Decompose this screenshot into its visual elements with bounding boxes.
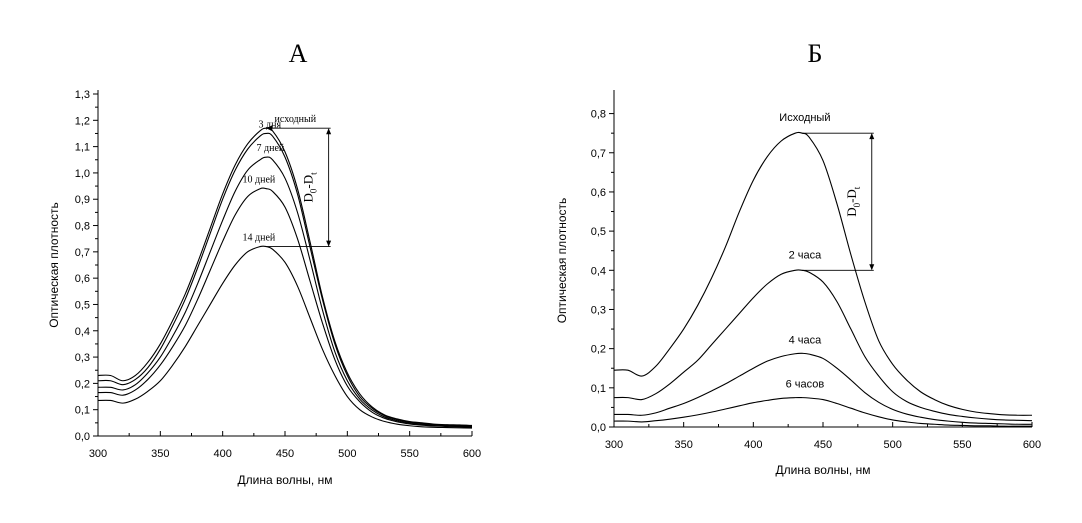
series-label: 4 часа <box>789 334 823 346</box>
y-tick-label: 0,2 <box>591 344 606 356</box>
series-line <box>613 269 1033 422</box>
series-label: исходный <box>275 114 317 125</box>
x-tick-label: 400 <box>213 448 231 460</box>
y-tick-label: 0,4 <box>591 265 606 277</box>
annotation-arrowhead-down <box>869 264 875 271</box>
y-tick-label: 0,2 <box>75 378 90 390</box>
y-tick-label: 1,0 <box>75 168 90 180</box>
series-label: 2 часа <box>789 249 823 261</box>
x-tick-label: 350 <box>674 439 692 451</box>
y-axis-label: Оптическая плотность <box>555 198 569 324</box>
annotation-label: D0-Dt <box>844 186 862 217</box>
annotation-arrowhead-up <box>869 133 875 140</box>
panel-label: А <box>289 39 308 68</box>
series-line <box>97 156 473 427</box>
chart-panel-1: А 300 350 400 450 500 550 600 0,0 0,1 0,2 0,3 0,4 0,5… <box>47 39 481 487</box>
series-label: Исходный <box>779 112 830 124</box>
y-tick-label: 0,8 <box>591 109 606 121</box>
series-label: 6 часов <box>786 379 825 391</box>
y-tick-label: 0,9 <box>75 194 90 206</box>
y-tick-label: 1,1 <box>75 142 90 154</box>
annotation-part: 0 <box>309 188 319 193</box>
x-tick-label: 500 <box>338 448 356 460</box>
x-axis-label: Длина волны, нм <box>238 473 333 487</box>
y-tick-label: 0,1 <box>591 383 606 395</box>
x-axis-label: Длина волны, нм <box>776 463 871 477</box>
y-tick-label: 0,0 <box>591 422 606 434</box>
series-line <box>613 396 1032 427</box>
y-tick-label: 0,7 <box>75 247 90 259</box>
series-line <box>613 131 1033 416</box>
y-tick-label: 0,8 <box>75 221 90 233</box>
series-line <box>97 187 473 428</box>
x-tick-label: 450 <box>276 448 294 460</box>
annotation-arrowhead-down <box>326 240 332 247</box>
series-line <box>97 127 473 427</box>
annotation-arrowhead-left <box>266 125 273 132</box>
y-tick-label: 0,6 <box>75 273 90 285</box>
x-tick-label: 550 <box>953 439 971 451</box>
y-tick-label: 0,7 <box>591 148 606 160</box>
series-label: 3 дня <box>259 119 282 130</box>
y-tick-label: 1,2 <box>75 115 90 127</box>
y-tick-label: 0,5 <box>75 299 90 311</box>
series-label: 14 дней <box>243 233 276 244</box>
y-tick-label: 0,3 <box>591 304 606 316</box>
y-axis-label: Оптическая плотность <box>47 202 61 328</box>
x-tick-label: 600 <box>1023 439 1041 451</box>
series-line <box>613 352 1033 425</box>
series-line <box>97 245 473 429</box>
y-tick-label: 1,3 <box>75 89 90 101</box>
chart-panel-2: Б 300 350 400 450 500 550 600 0,0 0,1 0,2 0,3 0,4 0,5… <box>555 39 1041 477</box>
annotation-part: t <box>309 172 319 175</box>
series-line <box>97 132 473 427</box>
annotation-part: t <box>852 186 862 189</box>
y-tick-label: 0,4 <box>75 326 90 338</box>
x-tick-label: 350 <box>151 448 169 460</box>
y-tick-label: 0,1 <box>75 405 90 417</box>
y-tick-label: 0,0 <box>75 431 90 443</box>
x-tick-label: 300 <box>89 448 107 460</box>
annotation-part: -D <box>301 175 316 189</box>
x-tick-label: 600 <box>463 448 481 460</box>
x-tick-label: 300 <box>605 439 623 451</box>
annotation-part: D <box>301 193 316 202</box>
x-tick-label: 500 <box>883 439 901 451</box>
x-tick-label: 400 <box>744 439 762 451</box>
panel-label: Б <box>808 39 823 68</box>
annotation-label: D0-Dt <box>301 172 319 203</box>
annotation-part: 0 <box>852 202 862 207</box>
annotation-part: D <box>844 207 859 216</box>
series-label: 10 дней <box>243 175 276 186</box>
annotation-part: -D <box>844 189 859 203</box>
y-tick-label: 0,6 <box>591 187 606 199</box>
annotation-arrowhead-up <box>326 128 332 135</box>
y-tick-label: 0,3 <box>75 352 90 364</box>
x-tick-label: 450 <box>814 439 832 451</box>
series-label: 7 дней <box>257 143 285 154</box>
x-tick-label: 550 <box>400 448 418 460</box>
y-tick-label: 0,5 <box>591 226 606 238</box>
